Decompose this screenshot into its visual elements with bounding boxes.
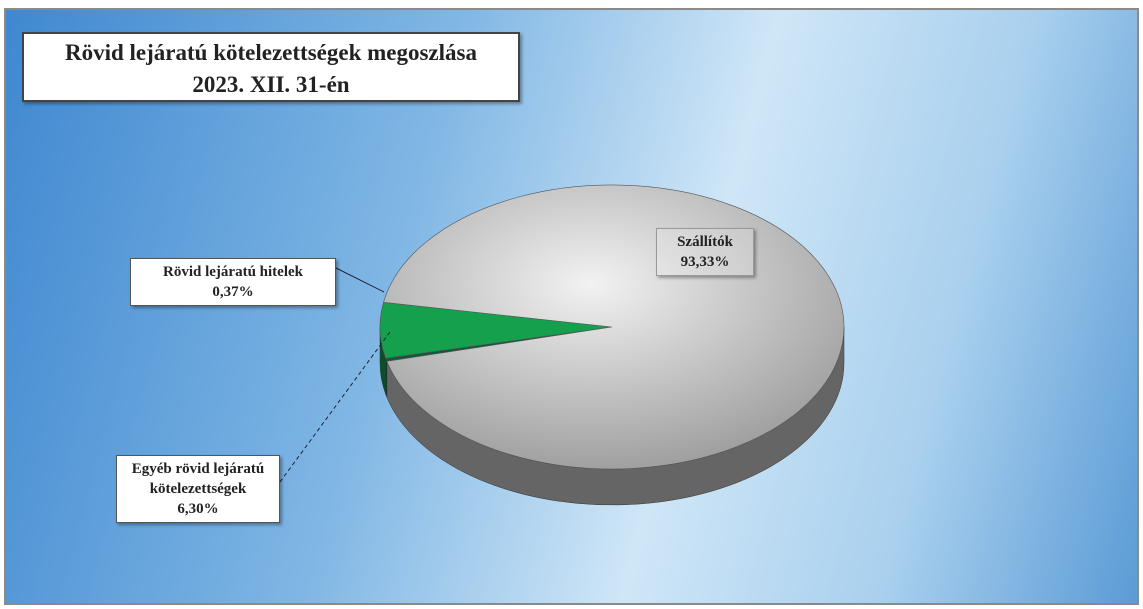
data-label: Egyéb rövid lejáratú kötelezettségek 6,30… <box>116 455 280 523</box>
chart-subtitle: 2023. XII. 31-én <box>192 72 350 97</box>
label-value: 0,37% <box>212 284 254 300</box>
leader-line <box>279 331 391 483</box>
label-value: 93,33% <box>680 254 730 270</box>
title-box: Rövid lejáratú kötelezettségek megoszlás… <box>22 32 520 102</box>
label-name: Szállítók <box>677 234 733 250</box>
label-name: Rövid lejáratú hitelek <box>163 264 303 280</box>
pie-slice <box>383 184 845 470</box>
chart <box>279 184 845 506</box>
chart-title: Rövid lejáratú kötelezettségek megoszlás… <box>65 40 477 65</box>
label-value: 6,30% <box>177 501 219 517</box>
data-label: Szállítók 93,33% <box>656 228 754 276</box>
leader-line <box>335 267 385 293</box>
label-name: Egyéb rövid lejáratú kötelezettségek <box>131 461 265 497</box>
data-label: Rövid lejáratú hitelek 0,37% <box>130 258 336 306</box>
chart-frame: Rövid lejáratú kötelezettségek megoszlás… <box>4 8 1139 605</box>
